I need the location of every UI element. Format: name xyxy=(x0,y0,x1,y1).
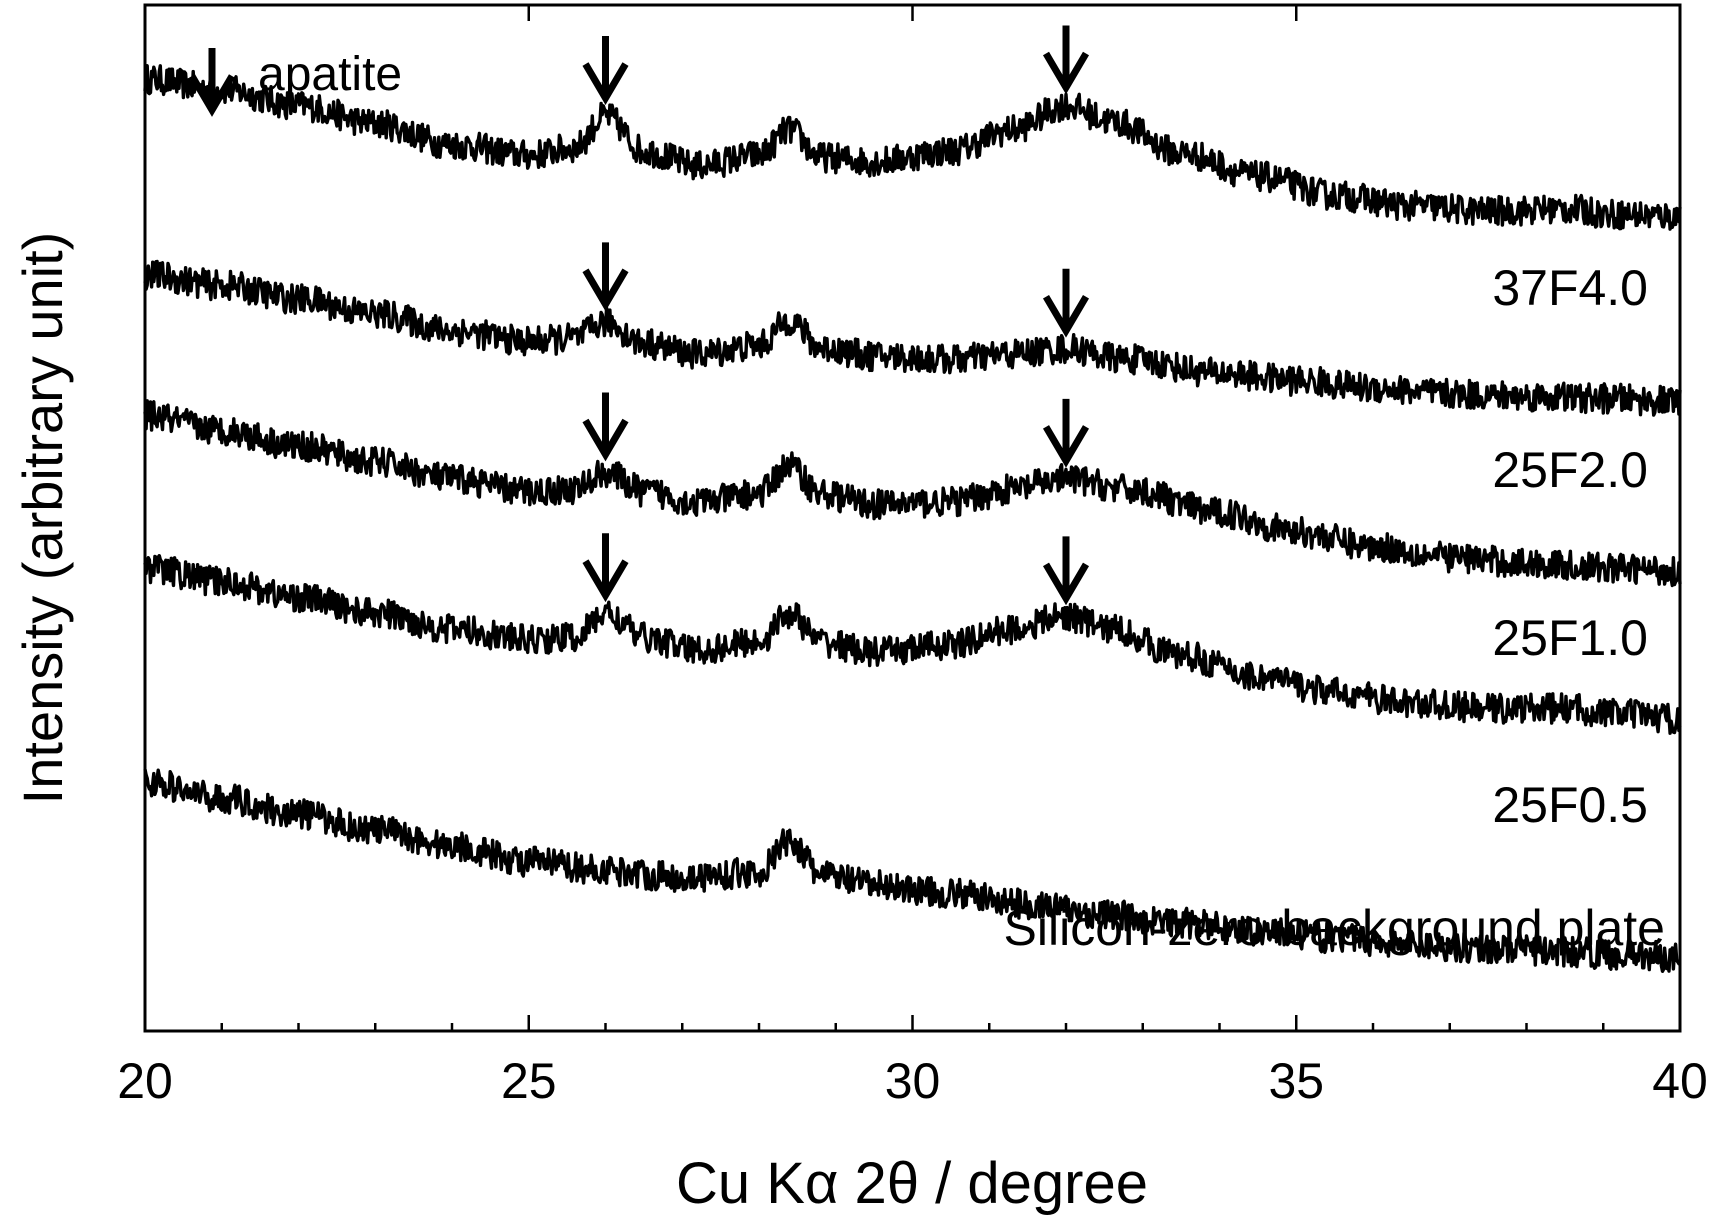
apatite-arrow-icon xyxy=(582,242,629,312)
legend-arrow-icon xyxy=(188,48,236,117)
apatite-arrow-icon xyxy=(582,36,629,105)
series-line-0 xyxy=(143,64,1682,231)
series-label: 25F0.5 xyxy=(1492,777,1648,833)
series-label: 37F4.0 xyxy=(1492,260,1648,316)
x-axis-label: Cu Kα 2θ / degree xyxy=(676,1151,1148,1216)
x-axis-ticks: 20 25 30 35 40 xyxy=(117,5,1708,1109)
legend: apatite xyxy=(188,48,402,117)
x-tick-label: 25 xyxy=(501,1053,557,1109)
apatite-arrow-icon xyxy=(1042,536,1090,606)
series-labels: 37F4.0 25F2.0 25F1.0 25F0.5 Silicon-zero-bac… xyxy=(1004,260,1665,956)
x-tick-label: 30 xyxy=(885,1053,941,1109)
series-line-4 xyxy=(143,768,1681,973)
apatite-arrow-icon xyxy=(1042,25,1090,95)
series-layer xyxy=(143,64,1682,973)
series-label: 25F1.0 xyxy=(1492,610,1648,666)
series-line-3 xyxy=(143,554,1682,735)
apatite-arrow-icon xyxy=(582,533,629,603)
series-line-1 xyxy=(143,259,1682,417)
series-label: 25F2.0 xyxy=(1492,442,1648,498)
x-tick-label: 40 xyxy=(1652,1053,1708,1109)
series-label: Silicon-zero-background plate xyxy=(1004,900,1665,956)
y-axis-label: Intensity (arbitrary unit) xyxy=(11,232,74,805)
apatite-arrow-icon xyxy=(1042,398,1090,468)
x-tick-label: 35 xyxy=(1268,1053,1324,1109)
series-line-2 xyxy=(143,399,1682,588)
x-tick-label: 20 xyxy=(117,1053,173,1109)
apatite-arrow-icon xyxy=(1042,268,1090,338)
legend-arrow-shape xyxy=(188,48,236,117)
apatite-arrow-icon xyxy=(582,392,629,462)
plot-frame xyxy=(143,3,1682,1033)
apatite-arrows xyxy=(582,25,1090,606)
legend-label: apatite xyxy=(258,48,402,101)
